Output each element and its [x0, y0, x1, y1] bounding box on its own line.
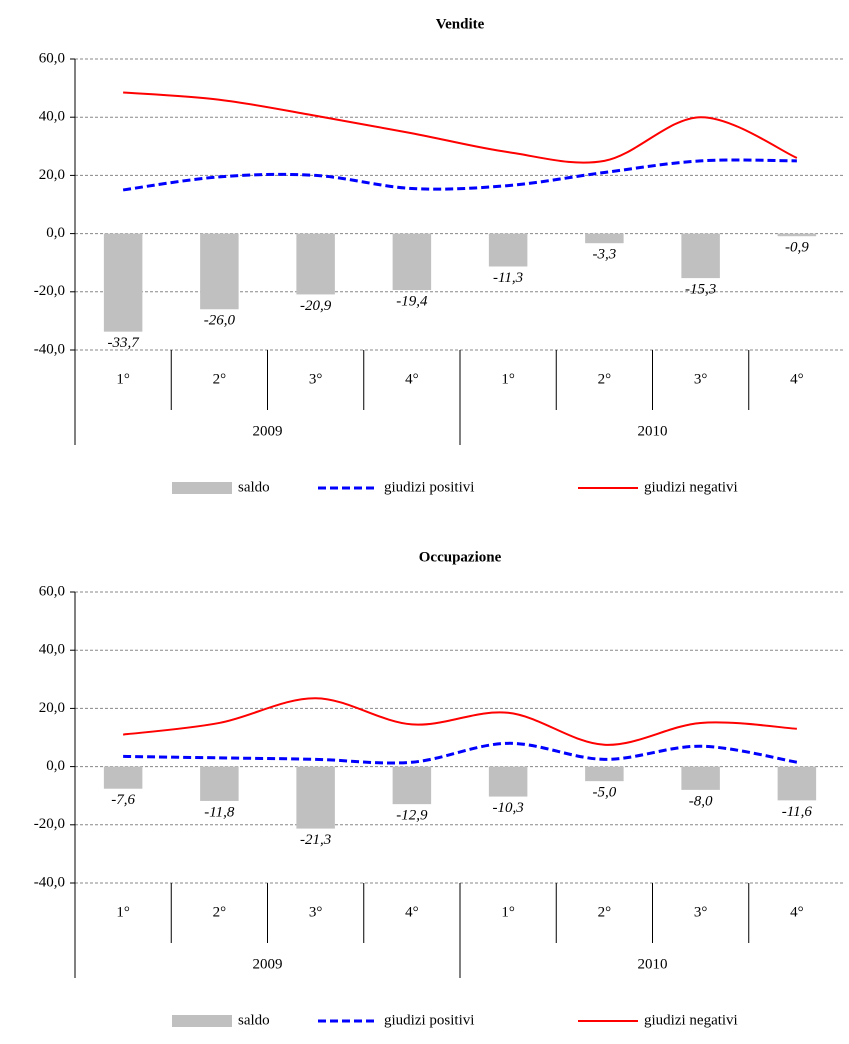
x-tick-label: 4°	[405, 371, 419, 387]
y-tick-label: -40,0	[34, 874, 65, 890]
y-tick-label: 40,0	[39, 642, 65, 658]
chart-title: Occupazione	[419, 549, 502, 565]
x-tick-label: 4°	[790, 904, 804, 920]
y-tick-label: 20,0	[39, 167, 65, 183]
legend-label: giudizi negativi	[644, 1012, 738, 1028]
x-tick-label: 3°	[694, 904, 708, 920]
x-tick-label: 4°	[790, 371, 804, 387]
bar	[681, 233, 720, 279]
legend-label: giudizi positivi	[384, 479, 474, 495]
y-tick-label: 20,0	[39, 700, 65, 716]
x-tick-label: 1°	[116, 371, 130, 387]
x-tick-label: 3°	[694, 371, 708, 387]
bar	[200, 233, 239, 310]
bar	[296, 233, 335, 295]
data-label: -0,9	[785, 240, 809, 256]
x-tick-label: 1°	[116, 904, 130, 920]
data-label: -7,6	[111, 792, 135, 808]
legend-swatch	[172, 482, 232, 494]
y-tick-label: -20,0	[34, 283, 65, 299]
line	[123, 91, 798, 164]
data-label: -26,0	[204, 313, 236, 329]
bar	[681, 766, 720, 790]
y-tick-label: -20,0	[34, 816, 65, 832]
bar	[777, 766, 817, 801]
bar	[103, 233, 143, 332]
legend-swatch	[172, 1015, 232, 1027]
bar	[392, 766, 432, 805]
data-label: -20,9	[300, 298, 332, 314]
bar	[488, 233, 528, 267]
bar	[777, 233, 817, 237]
line	[123, 697, 797, 746]
x-tick-label: 4°	[405, 904, 419, 920]
x-tick-label: 3°	[309, 371, 323, 387]
x-tick-label: 2°	[598, 371, 612, 387]
data-label: -33,7	[108, 335, 141, 351]
data-label: -15,3	[685, 282, 716, 298]
x-tick-label: 2°	[598, 904, 612, 920]
y-tick-label: 0,0	[46, 758, 65, 774]
x-tick-label: 1°	[501, 371, 515, 387]
bar	[296, 766, 335, 829]
legend-label: saldo	[238, 479, 270, 495]
x-tick-label: 2°	[213, 904, 227, 920]
data-label: -12,9	[396, 808, 428, 824]
bar	[103, 766, 143, 789]
group-label: 2010	[638, 956, 668, 972]
bar	[488, 766, 528, 797]
data-label: -5,0	[593, 785, 617, 801]
data-label: -8,0	[689, 793, 713, 809]
line	[123, 741, 798, 765]
chart-title: Vendite	[436, 16, 485, 32]
x-tick-label: 2°	[213, 371, 227, 387]
bar	[200, 766, 239, 801]
y-tick-label: 0,0	[46, 225, 65, 241]
group-label: 2009	[253, 423, 283, 439]
y-tick-label: 60,0	[39, 50, 65, 66]
legend-label: saldo	[238, 1012, 270, 1028]
group-label: 2010	[638, 423, 668, 439]
data-label: -11,6	[782, 804, 813, 820]
x-tick-label: 3°	[309, 904, 323, 920]
data-label: -19,4	[396, 293, 428, 309]
bar	[392, 233, 432, 291]
line	[122, 158, 797, 192]
y-tick-label: 40,0	[39, 109, 65, 125]
bar	[585, 233, 624, 244]
y-tick-label: 60,0	[39, 583, 65, 599]
data-label: -10,3	[493, 800, 524, 816]
bar	[585, 766, 624, 782]
legend-label: giudizi negativi	[644, 479, 738, 495]
y-tick-label: -40,0	[34, 341, 65, 357]
data-label: -11,3	[493, 270, 523, 286]
x-tick-label: 1°	[501, 904, 515, 920]
data-label: -11,8	[204, 804, 235, 820]
data-label: -3,3	[593, 247, 617, 263]
group-label: 2009	[253, 956, 283, 972]
legend-label: giudizi positivi	[384, 1012, 474, 1028]
data-label: -21,3	[300, 832, 331, 848]
